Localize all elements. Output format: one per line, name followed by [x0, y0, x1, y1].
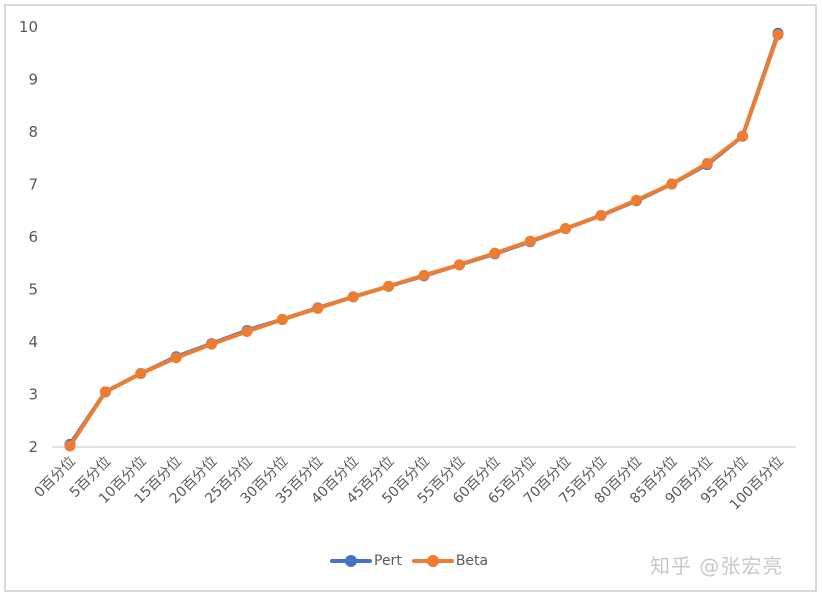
y-tick-label: 4 [28, 333, 38, 351]
y-tick-label: 7 [28, 176, 38, 194]
data-point[interactable] [772, 29, 784, 41]
data-point[interactable] [560, 223, 572, 235]
legend-item-beta[interactable]: Beta [411, 553, 489, 569]
data-point[interactable] [312, 302, 324, 314]
data-point[interactable] [489, 247, 501, 259]
y-tick-label: 3 [28, 386, 38, 404]
legend-item-pert[interactable]: Pert [330, 553, 402, 569]
legend-label-pert: Pert [374, 553, 402, 569]
data-point[interactable] [383, 280, 395, 292]
series-beta [64, 29, 784, 452]
series-layer [64, 27, 784, 452]
data-point[interactable] [666, 178, 678, 190]
data-point[interactable] [737, 130, 749, 142]
data-point[interactable] [701, 158, 713, 169]
data-point[interactable] [241, 326, 253, 337]
data-point[interactable] [135, 368, 147, 379]
data-point[interactable] [64, 440, 76, 452]
y-tick-label: 8 [28, 123, 38, 141]
data-point[interactable] [276, 313, 288, 325]
data-point[interactable] [170, 352, 182, 364]
data-point[interactable] [347, 291, 359, 303]
data-point[interactable] [99, 386, 111, 398]
beta-line-marker-icon [411, 555, 454, 567]
watermark: 知乎 @张宏亮 [650, 554, 784, 578]
series-pert [64, 27, 784, 450]
data-point[interactable] [453, 259, 465, 271]
pert-line-marker-icon [330, 555, 372, 567]
data-point[interactable] [595, 209, 607, 221]
data-point[interactable] [630, 194, 642, 206]
y-tick-label: 9 [28, 71, 38, 89]
y-tick-label: 2 [28, 438, 38, 456]
y-tick-label: 10 [19, 18, 38, 36]
x-axis: 0百分位5百分位10百分位15百分位20百分位25百分位30百分位35百分位40… [32, 454, 787, 514]
legend-label-beta: Beta [455, 553, 489, 569]
y-tick-label: 6 [28, 228, 38, 246]
legend: Pert Beta [330, 553, 488, 569]
chart-frame [4, 4, 817, 592]
y-tick-label: 5 [28, 281, 38, 299]
data-point[interactable] [524, 235, 536, 247]
data-point[interactable] [418, 269, 430, 281]
data-point[interactable] [206, 338, 218, 350]
y-axis: 2 3 4 5 6 7 8 9 10 [19, 18, 38, 456]
